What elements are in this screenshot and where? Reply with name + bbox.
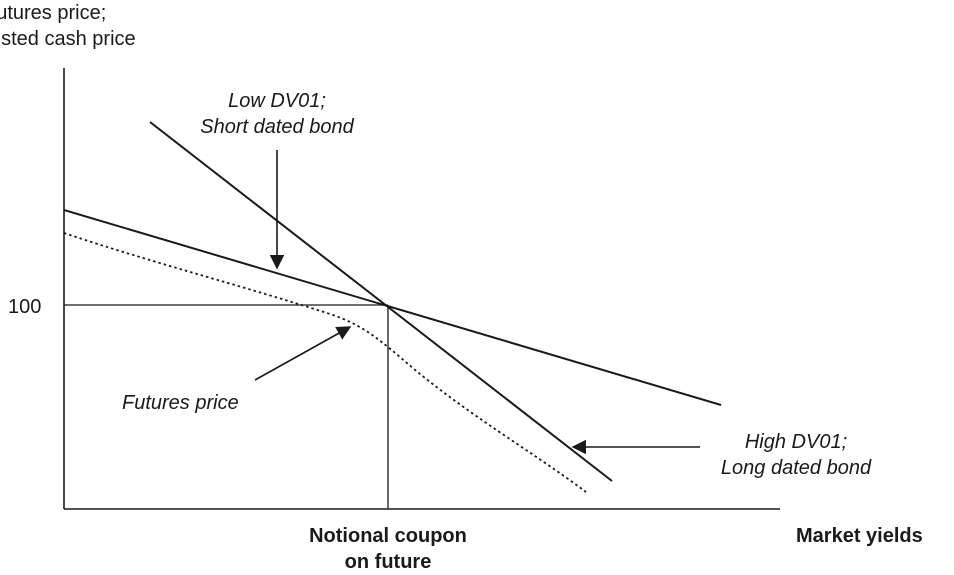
y-axis-title: Futures price; usted cash price <box>0 0 136 52</box>
notional-coupon-line2: on future <box>344 551 432 573</box>
low-dv01-annotation: Low DV01; Short dated bond <box>182 88 372 140</box>
high-dv01-line2: Long dated bond <box>720 457 872 479</box>
high-dv01-annotation: High DV01; Long dated bond <box>700 429 892 481</box>
y-tick-100: 100 <box>8 296 42 318</box>
short-dated-bond-line <box>63 209 722 406</box>
futures-price-arrow <box>254 326 352 381</box>
notional-coupon-line1: Notional coupon <box>309 525 467 547</box>
low-dv01-line2: Short dated bond <box>200 116 354 138</box>
futures-price-annotation: Futures price <box>122 392 239 414</box>
long-dated-bond-line <box>149 121 613 482</box>
y-axis-title-line1: Futures price; <box>0 2 107 24</box>
y-axis-title-line2: usted cash price <box>0 28 136 50</box>
high-dv01-line1: High DV01; <box>744 431 848 453</box>
x-axis-title: Market yields <box>796 525 923 547</box>
futures-price-curve <box>63 232 587 493</box>
notional-coupon-label: Notional coupon on future <box>288 523 488 575</box>
low-dv01-line1: Low DV01; <box>228 90 326 112</box>
